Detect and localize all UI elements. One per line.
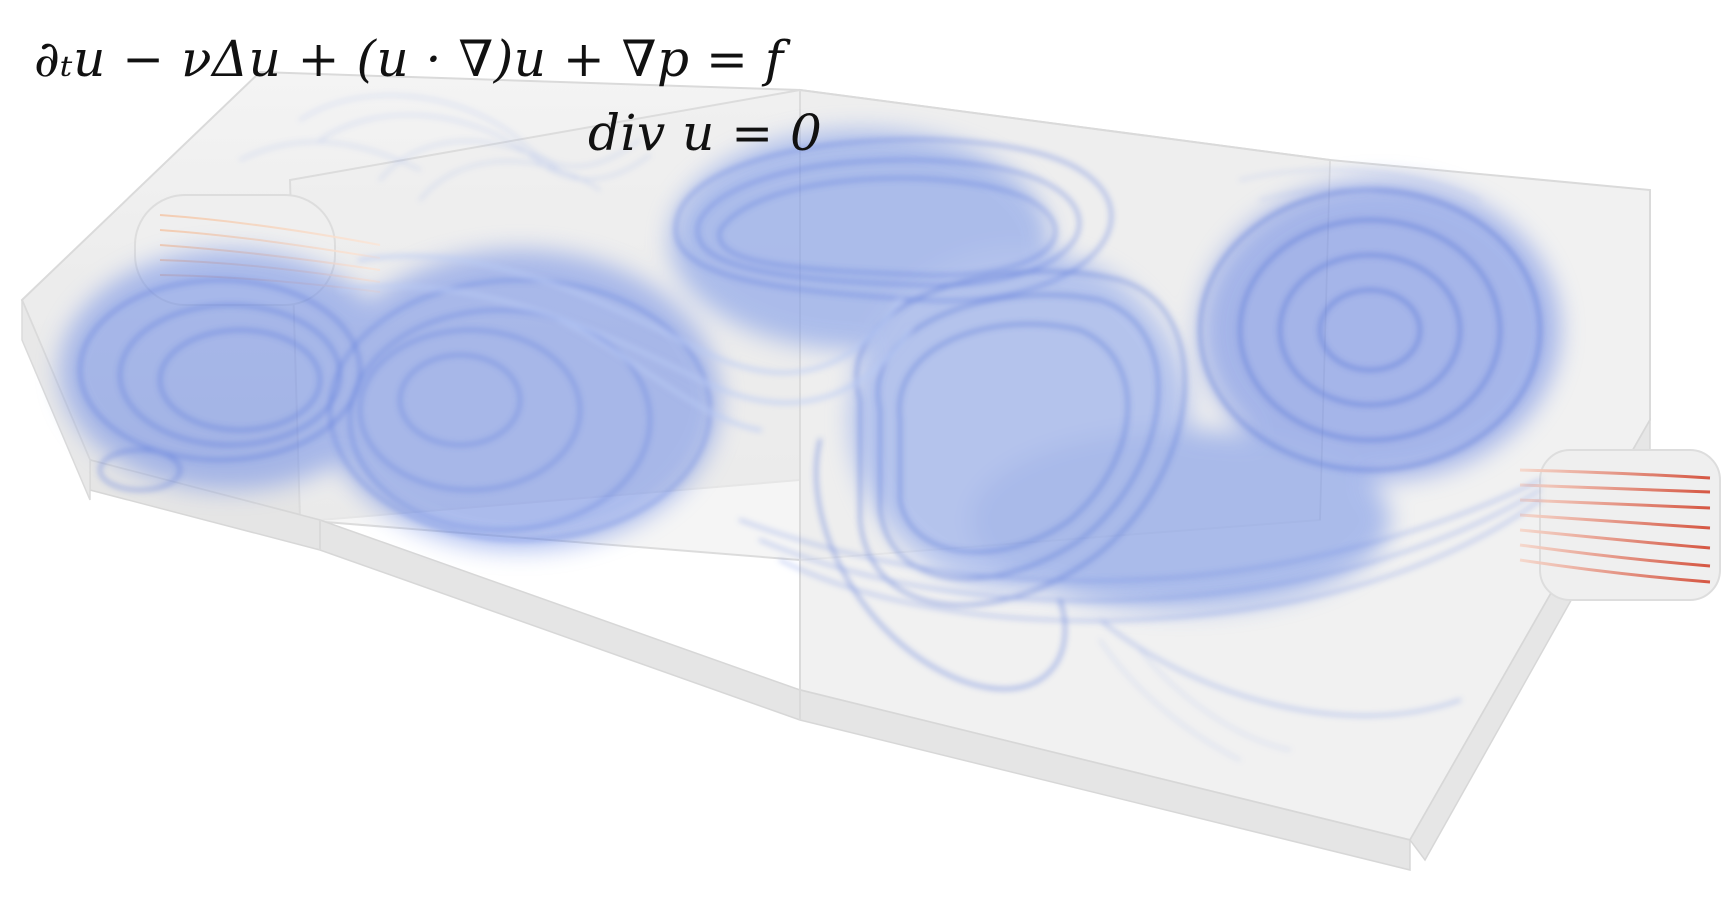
outlet-pipe (1519, 449, 1721, 601)
streamlines (78, 94, 1542, 761)
box-front-left (21, 299, 91, 501)
box-bottom-face (89, 459, 1411, 871)
navier-stokes-momentum-equation: ∂ₜu − νΔu + (u · ∇)u + ∇p = f (34, 30, 791, 88)
continuity-equation: div u = 0 (588, 104, 822, 162)
